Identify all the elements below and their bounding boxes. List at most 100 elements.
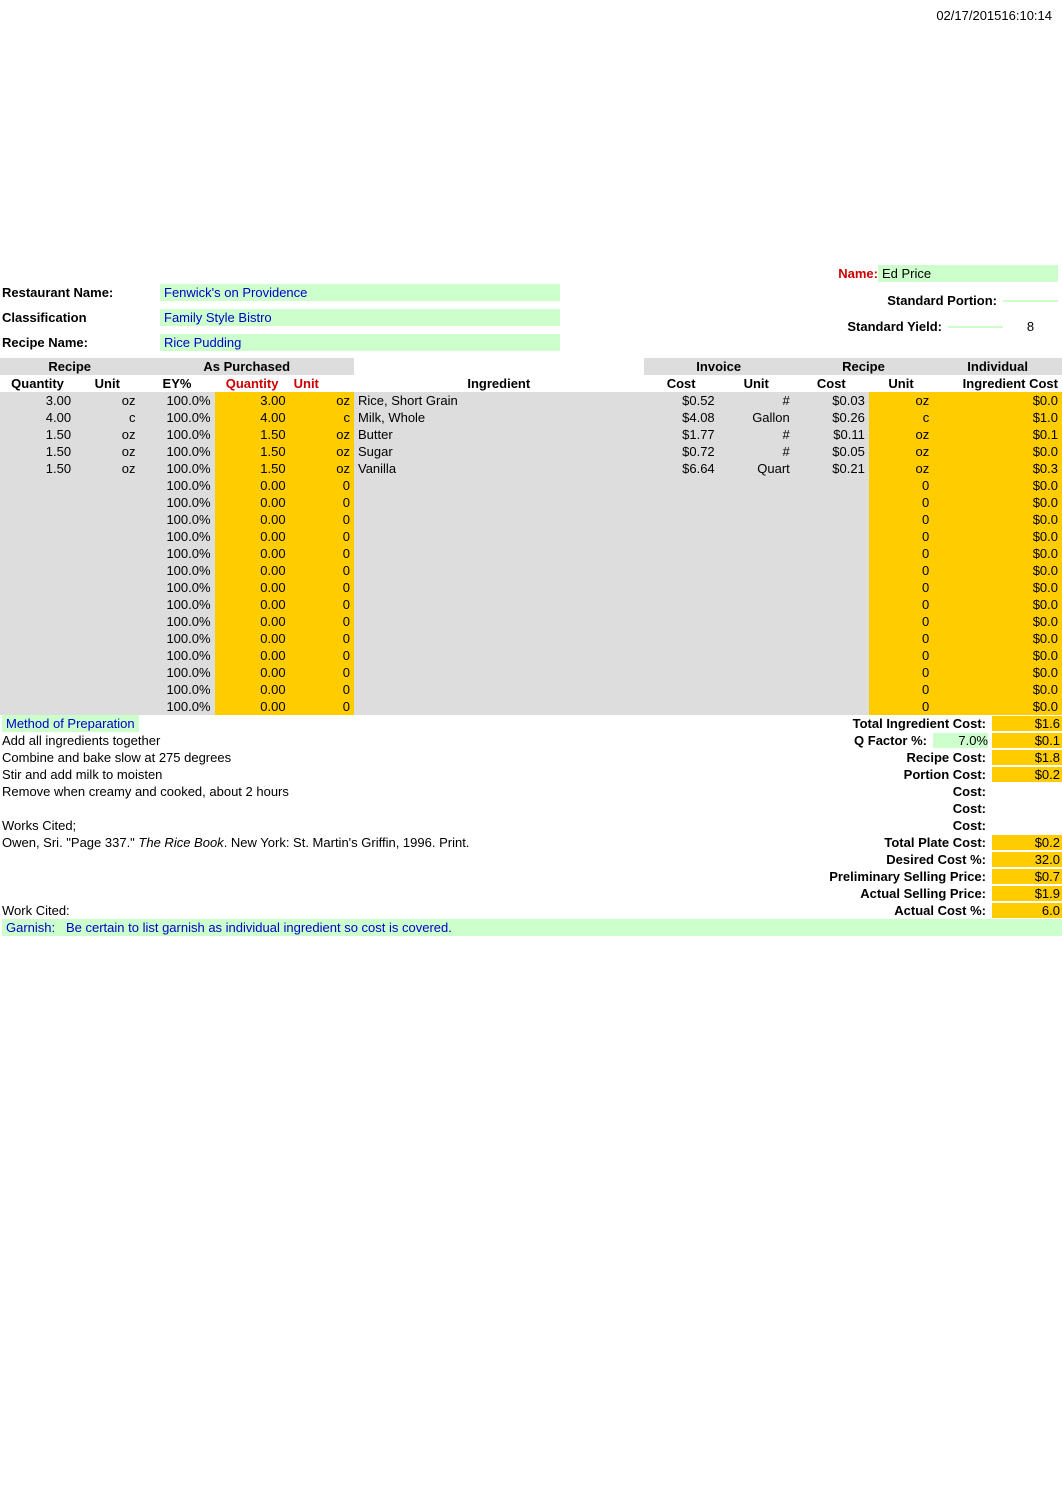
- cell[interactable]: $0.52: [644, 392, 719, 409]
- cell[interactable]: 100.0%: [139, 630, 214, 647]
- cell[interactable]: [794, 494, 869, 511]
- cell[interactable]: 0: [290, 647, 354, 664]
- cell[interactable]: $0.0: [933, 545, 1062, 562]
- cell[interactable]: Vanilla: [354, 460, 644, 477]
- cell[interactable]: oz: [869, 392, 933, 409]
- cell[interactable]: $0.0: [933, 443, 1062, 460]
- cell[interactable]: [75, 613, 139, 630]
- cell[interactable]: 0: [869, 562, 933, 579]
- cell[interactable]: 100.0%: [139, 443, 214, 460]
- std-yield-value[interactable]: 8: [1003, 319, 1058, 334]
- cell[interactable]: $0.03: [794, 392, 869, 409]
- cell[interactable]: 100.0%: [139, 392, 214, 409]
- cell[interactable]: 0: [869, 579, 933, 596]
- cell[interactable]: $0.0: [933, 511, 1062, 528]
- cell[interactable]: $0.21: [794, 460, 869, 477]
- cell[interactable]: $0.0: [933, 698, 1062, 715]
- cell[interactable]: 0.00: [215, 664, 290, 681]
- cell[interactable]: [0, 579, 75, 596]
- cell[interactable]: [75, 630, 139, 647]
- cell[interactable]: [794, 579, 869, 596]
- cell[interactable]: 3.00: [0, 392, 75, 409]
- cell[interactable]: 100.0%: [139, 681, 214, 698]
- cell[interactable]: [0, 494, 75, 511]
- cell[interactable]: 0: [869, 698, 933, 715]
- cell[interactable]: 100.0%: [139, 426, 214, 443]
- cell[interactable]: 3.00: [215, 392, 290, 409]
- cell[interactable]: 100.0%: [139, 647, 214, 664]
- cell[interactable]: #: [719, 392, 794, 409]
- cell[interactable]: $0.72: [644, 443, 719, 460]
- cell[interactable]: 100.0%: [139, 579, 214, 596]
- cell[interactable]: [354, 613, 644, 630]
- cell[interactable]: 0: [290, 613, 354, 630]
- cell[interactable]: [644, 579, 719, 596]
- cell[interactable]: 0.00: [215, 579, 290, 596]
- cell[interactable]: 0.00: [215, 528, 290, 545]
- cell[interactable]: $0.0: [933, 494, 1062, 511]
- cell[interactable]: [75, 579, 139, 596]
- cell[interactable]: [644, 545, 719, 562]
- cell[interactable]: [644, 681, 719, 698]
- cell[interactable]: 0: [290, 664, 354, 681]
- cell[interactable]: 0: [290, 630, 354, 647]
- cell[interactable]: [75, 562, 139, 579]
- cell[interactable]: $0.0: [933, 477, 1062, 494]
- cell[interactable]: $0.05: [794, 443, 869, 460]
- cell[interactable]: [794, 477, 869, 494]
- cell[interactable]: [75, 681, 139, 698]
- cell[interactable]: oz: [869, 426, 933, 443]
- cost-value[interactable]: $1.8: [992, 750, 1062, 765]
- cell[interactable]: 0: [869, 477, 933, 494]
- cell[interactable]: [644, 494, 719, 511]
- cell[interactable]: 0: [869, 664, 933, 681]
- cell[interactable]: oz: [75, 392, 139, 409]
- cell[interactable]: [719, 596, 794, 613]
- cell[interactable]: 4.00: [215, 409, 290, 426]
- restaurant-value[interactable]: Fenwick's on Providence: [160, 284, 560, 301]
- cell[interactable]: $4.08: [644, 409, 719, 426]
- cell[interactable]: [354, 562, 644, 579]
- cell[interactable]: [0, 545, 75, 562]
- cell[interactable]: 1.50: [215, 426, 290, 443]
- cost-value[interactable]: $1.6: [992, 716, 1062, 731]
- cell[interactable]: [794, 596, 869, 613]
- cell[interactable]: 100.0%: [139, 562, 214, 579]
- cell[interactable]: $0.0: [933, 392, 1062, 409]
- cell[interactable]: [644, 664, 719, 681]
- cell[interactable]: 1.50: [0, 460, 75, 477]
- cell[interactable]: [0, 613, 75, 630]
- cell[interactable]: 0: [290, 681, 354, 698]
- cell[interactable]: [75, 647, 139, 664]
- cell[interactable]: 1.50: [215, 443, 290, 460]
- cell[interactable]: 1.50: [215, 460, 290, 477]
- cell[interactable]: 100.0%: [139, 409, 214, 426]
- cell[interactable]: oz: [869, 443, 933, 460]
- cell[interactable]: 0: [290, 698, 354, 715]
- cell[interactable]: [0, 511, 75, 528]
- cell[interactable]: [794, 511, 869, 528]
- std-portion-value[interactable]: [1003, 300, 1058, 302]
- cell[interactable]: [354, 596, 644, 613]
- cell[interactable]: 100.0%: [139, 596, 214, 613]
- cell[interactable]: $0.1: [933, 426, 1062, 443]
- cell[interactable]: [0, 596, 75, 613]
- cell[interactable]: 4.00: [0, 409, 75, 426]
- cell[interactable]: [0, 562, 75, 579]
- cell[interactable]: [719, 579, 794, 596]
- cell[interactable]: 1.50: [0, 426, 75, 443]
- cell[interactable]: 100.0%: [139, 528, 214, 545]
- cell[interactable]: $0.0: [933, 681, 1062, 698]
- cell[interactable]: 0: [869, 511, 933, 528]
- cell[interactable]: 0: [290, 545, 354, 562]
- cell[interactable]: 100.0%: [139, 613, 214, 630]
- cell[interactable]: [75, 494, 139, 511]
- cell[interactable]: [719, 477, 794, 494]
- cell[interactable]: Sugar: [354, 443, 644, 460]
- cell[interactable]: oz: [869, 460, 933, 477]
- cell[interactable]: [354, 698, 644, 715]
- cell[interactable]: 0.00: [215, 698, 290, 715]
- cell[interactable]: [75, 511, 139, 528]
- cell[interactable]: [644, 596, 719, 613]
- cell[interactable]: 0: [869, 545, 933, 562]
